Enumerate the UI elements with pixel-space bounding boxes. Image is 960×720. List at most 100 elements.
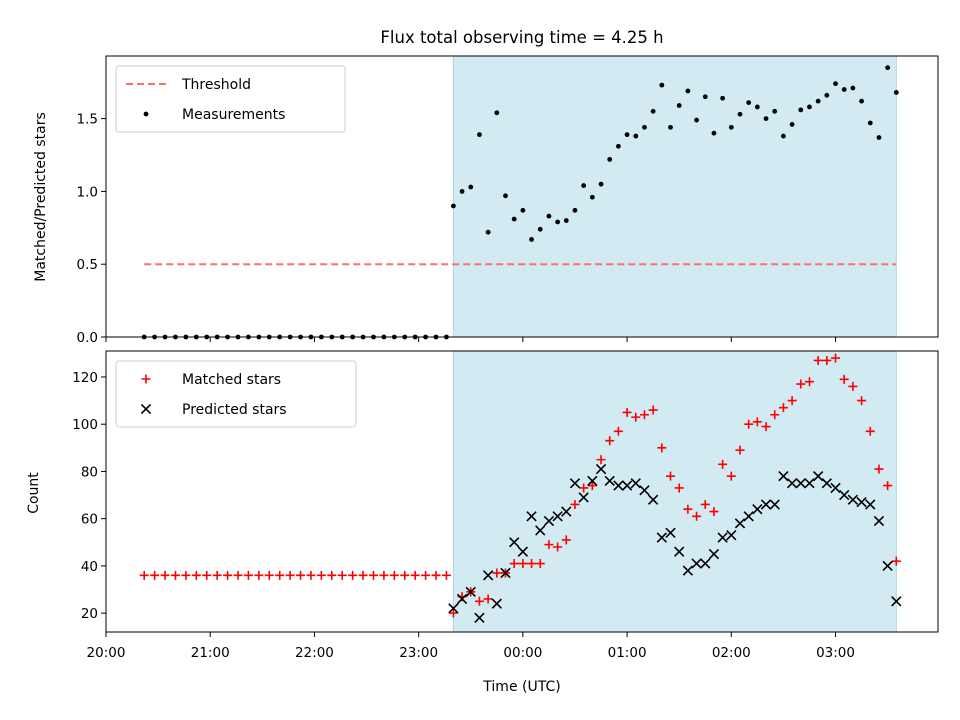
measurement-point: [668, 124, 673, 130]
measurement-point: [789, 122, 795, 127]
x-axis-label: Time (UTC): [482, 679, 560, 695]
measurement-point: [642, 124, 647, 130]
measurement-point: [824, 92, 830, 98]
matched-star-point: [544, 540, 554, 550]
measurement-point: [807, 104, 812, 110]
predicted-star-point: [682, 565, 694, 576]
predicted-star-point: [752, 504, 763, 515]
matched-star-point: [752, 417, 762, 427]
legend-box: [115, 65, 346, 133]
matched-star-point: [337, 570, 347, 580]
predicted-star-point: [743, 511, 754, 522]
bottom-shaded-region: [452, 350, 897, 633]
top-plot-frame: [105, 55, 939, 338]
predicted-star-point: [717, 532, 728, 543]
top-legend: Threshold Measurements: [115, 65, 346, 133]
predicted-star-point: [865, 499, 876, 510]
measurement-point: [485, 229, 491, 235]
matched-star-point: [296, 570, 306, 580]
measurement-point: [867, 120, 873, 126]
predicted-star-point: [517, 546, 529, 557]
matched-star-point: [848, 381, 858, 391]
matched-star-point: [804, 377, 814, 387]
measurement-point: [555, 219, 561, 225]
measurement-point: [711, 130, 717, 136]
legend-label: Matched stars: [182, 372, 281, 388]
measurement-point: [694, 117, 699, 123]
x-tick-label: 03:00: [816, 645, 855, 661]
predicted-star-point: [795, 478, 806, 489]
top-shaded-region: [452, 55, 897, 338]
legend-box: [115, 360, 357, 428]
measurement-point: [520, 207, 526, 213]
predicted-star-point: [812, 470, 824, 482]
legend-label: Threshold: [181, 77, 251, 93]
x-tick-label: 23:00: [399, 645, 438, 661]
matched-star-point: [770, 410, 780, 420]
matched-star-point: [212, 570, 222, 580]
predicted-star-point: [882, 560, 893, 572]
predicted-star-point: [691, 558, 702, 569]
matched-star-point: [448, 608, 458, 618]
matched-star-point: [639, 410, 649, 420]
matched-star-point: [839, 374, 849, 384]
y-tick-label: 120: [72, 370, 98, 386]
measurement-point: [850, 85, 856, 91]
predicted-star-point: [726, 530, 737, 541]
predicted-star-point: [734, 518, 746, 529]
x-tick-label: 22:00: [295, 645, 334, 661]
matched-star-point: [535, 559, 545, 569]
y-tick-label: 0.5: [77, 257, 98, 273]
y-tick-label: 40: [81, 559, 98, 575]
matched-star-point: [778, 403, 788, 413]
bottom-y-axis-label: Count: [26, 472, 42, 514]
measurement-point: [702, 94, 708, 100]
measurement-point: [676, 103, 682, 108]
bottom-axis-ticks: 20 40 60 80 100 120 20:00 21:00 22:00 23:00 00:00 0…: [72, 370, 855, 661]
predicted-star-point: [604, 475, 615, 487]
measurement-point: [685, 88, 691, 94]
x-tick-label: 02:00: [712, 645, 751, 661]
matched-star-point: [622, 407, 632, 417]
matched-star-point: [202, 570, 212, 580]
top-y-axis-label: Matched/Predicted stars: [33, 112, 49, 282]
bottom-panel: 20 40 60 80 100 120 20:00 21:00 22:00 23:00 00:00 0…: [72, 350, 939, 661]
matched-star-point: [700, 499, 710, 509]
matched-star-point: [316, 570, 326, 580]
predicted-star-point: [656, 532, 667, 543]
predicted-star-point: [569, 478, 581, 489]
matched-star-point: [410, 570, 420, 580]
matched-star-point: [181, 570, 191, 580]
matched-star-point: [865, 426, 875, 436]
measurement-point: [885, 65, 891, 71]
measurement-point: [876, 135, 882, 140]
bottom-legend: Matched stars Predicted stars: [115, 360, 357, 428]
matched-star-point: [891, 556, 901, 566]
matched-star-point: [431, 570, 441, 580]
matched-star-point: [709, 507, 719, 517]
predicted-star-point: [847, 494, 859, 505]
measurement-point: [537, 226, 543, 232]
measurement-point: [511, 216, 517, 222]
matched-star-point: [264, 570, 274, 580]
measurement-point: [633, 133, 639, 139]
measurement-point: [494, 110, 500, 116]
measurement-point: [720, 95, 726, 101]
matched-star-point: [874, 464, 884, 474]
matched-star-point: [587, 481, 597, 491]
matched-star-point: [191, 570, 201, 580]
measurement-point: [737, 111, 743, 117]
measurement-point: [589, 194, 595, 200]
x-tick-label: 20:00: [87, 645, 126, 661]
y-tick-label: 1.0: [77, 184, 98, 200]
matched-star-point: [857, 396, 867, 406]
predicted-star-point: [482, 570, 494, 581]
predicted-star-point: [552, 511, 563, 522]
matched-star-point: [744, 419, 754, 429]
measurement-point: [529, 237, 534, 242]
measurement-point: [616, 143, 621, 149]
predicted-star-point: [587, 475, 598, 487]
matched-star-point: [787, 396, 797, 406]
chart-title: Flux total observing time = 4.25 h: [380, 28, 663, 47]
